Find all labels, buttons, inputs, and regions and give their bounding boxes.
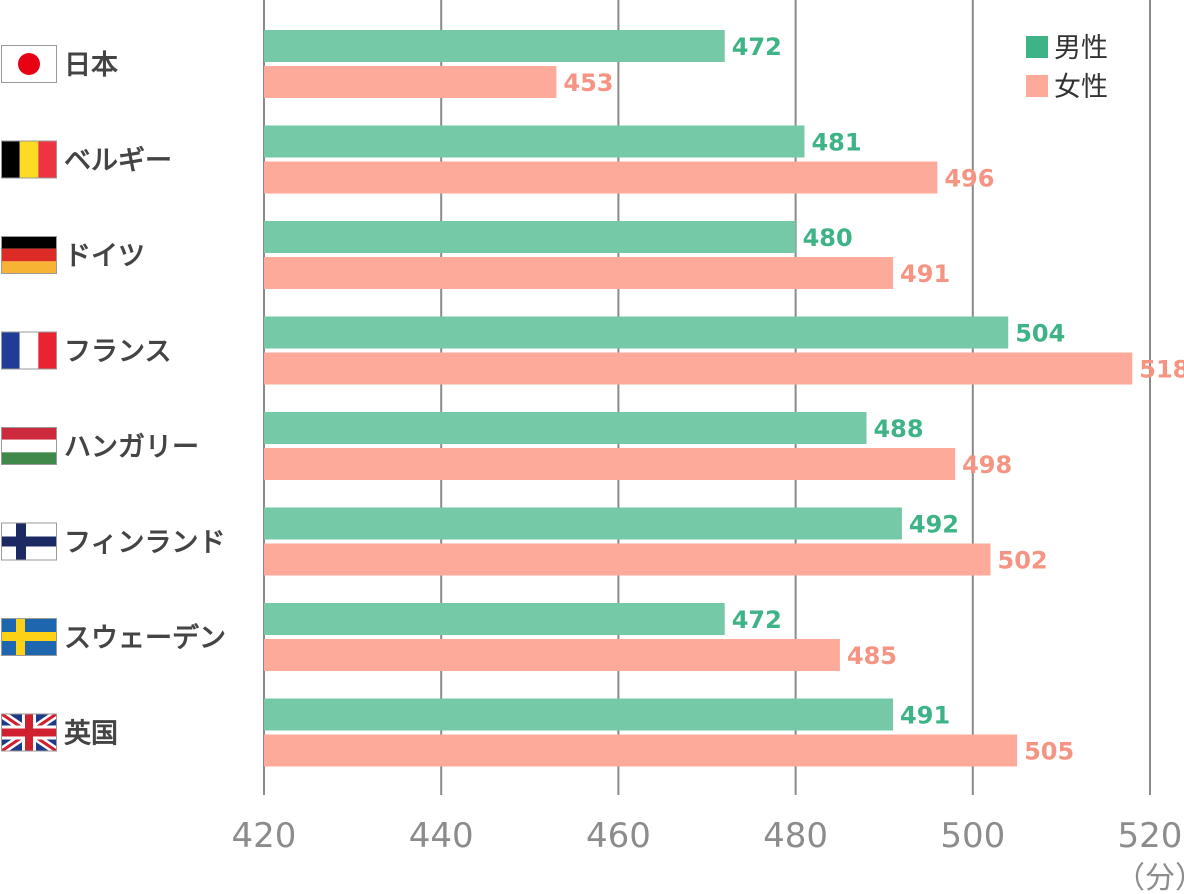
x-tick-label: 460 <box>586 816 651 856</box>
sweden-flag-icon <box>1 618 57 656</box>
flags <box>1 45 57 752</box>
country-label: フィンランド <box>64 528 225 559</box>
bar-male <box>264 316 1009 349</box>
value-label-female: 491 <box>900 260 950 288</box>
country-label: フランス <box>64 337 171 368</box>
uk-flag-icon <box>1 713 57 752</box>
value-label-male: 472 <box>732 606 782 634</box>
value-label-male: 481 <box>811 129 861 157</box>
x-axis-unit: （分） <box>1115 861 1184 894</box>
value-label-female: 496 <box>944 165 994 193</box>
x-tick-label: 520 <box>1118 816 1183 856</box>
legend-label-female: 女性 <box>1054 72 1108 103</box>
country-label: ベルギー <box>64 146 172 177</box>
value-label-male: 492 <box>909 511 959 539</box>
x-tick-label: 500 <box>940 816 1005 856</box>
bar-male <box>264 507 902 540</box>
value-label-female: 505 <box>1024 738 1074 766</box>
bar-female <box>264 543 991 576</box>
value-label-male: 488 <box>873 415 923 443</box>
country-label: ハンガリー <box>64 432 199 463</box>
bar-female <box>264 352 1133 385</box>
bar-female <box>264 639 840 671</box>
bar-male <box>264 603 725 635</box>
bar-female <box>264 448 956 480</box>
legend-swatch-male <box>1026 36 1048 58</box>
value-label-female: 453 <box>563 69 613 97</box>
bar-male <box>264 125 805 158</box>
bar-female <box>264 734 1018 767</box>
gridlines <box>263 0 1151 795</box>
value-label-male: 491 <box>900 702 950 730</box>
x-tick-label: 480 <box>763 816 828 856</box>
legend-label-male: 男性 <box>1054 33 1108 64</box>
country-label: ドイツ <box>64 241 145 272</box>
country-label: 日本 <box>64 50 118 81</box>
value-label-female: 518 <box>1139 356 1184 384</box>
value-label-male: 480 <box>803 224 853 252</box>
japan-flag-icon <box>1 45 57 83</box>
value-label-male: 472 <box>732 33 782 61</box>
legend-swatch-female <box>1026 75 1048 97</box>
bar-male <box>264 412 867 444</box>
country-label: 英国 <box>64 719 118 750</box>
x-tick-label: 420 <box>232 816 297 856</box>
bar-male <box>264 221 796 253</box>
bar-female <box>264 66 557 98</box>
hungary-flag-icon <box>1 427 57 465</box>
value-label-female: 502 <box>998 547 1048 575</box>
legend: 男性 女性 <box>1026 33 1108 103</box>
value-labels: 472 453 481 496 480 491 504 518 488 498 492 502 472 4… <box>563 33 1184 766</box>
bar-female <box>264 161 938 194</box>
bar-male <box>264 698 894 731</box>
france-flag-icon <box>1 331 57 370</box>
value-label-female: 498 <box>962 451 1012 479</box>
bar-male <box>264 30 725 62</box>
x-axis-ticks: 420 440 460 480 500 520 <box>232 816 1183 856</box>
bar-female <box>264 257 894 289</box>
bars <box>264 30 1133 767</box>
germany-flag-icon <box>1 236 57 274</box>
finland-flag-icon <box>1 522 57 561</box>
x-tick-label: 440 <box>409 816 474 856</box>
belgium-flag-icon <box>1 140 57 179</box>
country-label: スウェーデン <box>64 622 226 654</box>
value-label-male: 504 <box>1015 320 1065 348</box>
value-label-female: 485 <box>847 642 897 670</box>
